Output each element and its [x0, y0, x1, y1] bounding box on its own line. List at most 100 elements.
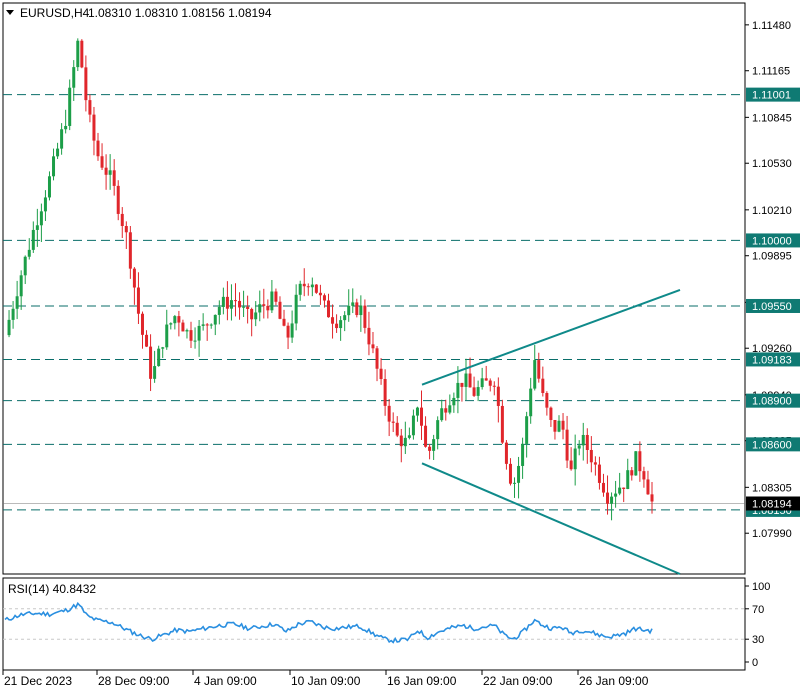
time-tick-label: 16 Jan 09:00	[387, 674, 457, 688]
candle-body	[181, 322, 185, 332]
candle-body	[64, 125, 68, 130]
candle-body	[274, 291, 278, 302]
trendline-lower[interactable]	[421, 462, 681, 575]
candle-body	[221, 296, 225, 307]
time-tick-label: 28 Dec 09:00	[98, 674, 170, 688]
candle-body	[205, 324, 209, 326]
candle-body	[39, 211, 43, 226]
candle-body	[589, 449, 593, 463]
candle-body	[310, 284, 314, 288]
candle-body	[504, 442, 508, 464]
candle-body	[197, 325, 201, 341]
candle-body	[80, 40, 84, 68]
candle-body	[145, 334, 149, 347]
trendline-upper[interactable]	[421, 289, 681, 386]
candle-body	[217, 306, 221, 315]
candle-body	[140, 313, 144, 335]
candle-body	[112, 170, 116, 186]
price-tick-label: 1.09260	[752, 343, 792, 355]
candle-body	[351, 302, 355, 306]
candle-body	[403, 437, 407, 447]
candle-body	[614, 493, 618, 497]
candle-body	[213, 314, 217, 325]
candle-body	[238, 300, 242, 308]
candlesticks	[7, 38, 654, 521]
horizontal-levels	[3, 94, 745, 511]
level-price-label: 1.11001	[752, 90, 791, 102]
candle-body	[650, 494, 654, 502]
candle-body	[525, 416, 529, 444]
candle-body	[565, 429, 569, 461]
rsi-line	[4, 601, 653, 644]
candle-body	[149, 346, 153, 379]
rsi-plot-frame	[2, 577, 746, 671]
candle-body	[335, 323, 339, 329]
candle-body	[517, 465, 521, 483]
candle-body	[209, 324, 213, 326]
candle-body	[177, 316, 181, 323]
candle-body	[88, 100, 92, 115]
candle-body	[460, 382, 464, 387]
candle-body	[488, 380, 492, 386]
candle-body	[371, 344, 375, 349]
candle-body	[440, 408, 444, 421]
candle-body	[577, 445, 581, 449]
candle-body	[52, 156, 56, 177]
candle-body	[476, 387, 480, 396]
candle-body	[290, 323, 294, 338]
ohlc-label: 1.08310 1.08310 1.08156 1.08194	[88, 6, 272, 20]
candle-body	[100, 156, 104, 168]
trend-lines[interactable]	[421, 289, 681, 575]
candle-body	[533, 360, 537, 389]
candle-body	[424, 425, 428, 447]
symbol-dropdown-icon[interactable]	[6, 10, 14, 15]
candle-body	[262, 304, 266, 306]
candle-body	[47, 176, 51, 198]
candle-body	[391, 421, 395, 423]
candle-body	[92, 114, 96, 141]
time-tick-label: 22 Jan 09:00	[483, 674, 553, 688]
candle-body	[60, 129, 64, 149]
candle-body	[250, 308, 254, 320]
candle-body	[472, 387, 476, 396]
candle-body	[189, 330, 193, 341]
candle-body	[492, 385, 496, 387]
candle-body	[610, 496, 614, 504]
candle-body	[622, 487, 626, 490]
candle-body	[270, 291, 274, 311]
candle-body	[35, 225, 39, 230]
candle-body	[331, 317, 335, 324]
time-tick-label: 21 Dec 2023	[4, 674, 72, 688]
candle-body	[233, 300, 237, 302]
candle-body	[201, 324, 205, 326]
candle-body	[601, 482, 605, 493]
candle-body	[626, 470, 630, 490]
candle-body	[169, 323, 173, 325]
candle-body	[343, 315, 347, 321]
candle-body	[76, 40, 80, 68]
candle-body	[411, 415, 415, 436]
candle-body	[367, 327, 371, 345]
candle-body	[415, 407, 419, 416]
candle-body	[302, 283, 306, 287]
candle-body	[27, 249, 31, 257]
level-price-label: 1.10000	[752, 235, 792, 247]
candle-body	[545, 392, 549, 408]
level-price-badge	[746, 298, 800, 313]
rsi-tick-label: 0	[752, 657, 758, 669]
candle-body	[15, 296, 19, 309]
level-price-badge	[746, 233, 800, 248]
candle-body	[124, 226, 128, 233]
candle-body	[322, 295, 326, 301]
candle-body	[31, 229, 35, 250]
candle-body	[480, 378, 484, 388]
candle-body	[165, 324, 169, 348]
candle-body	[585, 434, 589, 450]
price-tick-label: 1.10845	[752, 112, 792, 124]
candle-body	[132, 268, 136, 288]
candle-body	[500, 405, 504, 443]
candle-body	[432, 439, 436, 451]
candle-body	[634, 451, 638, 476]
